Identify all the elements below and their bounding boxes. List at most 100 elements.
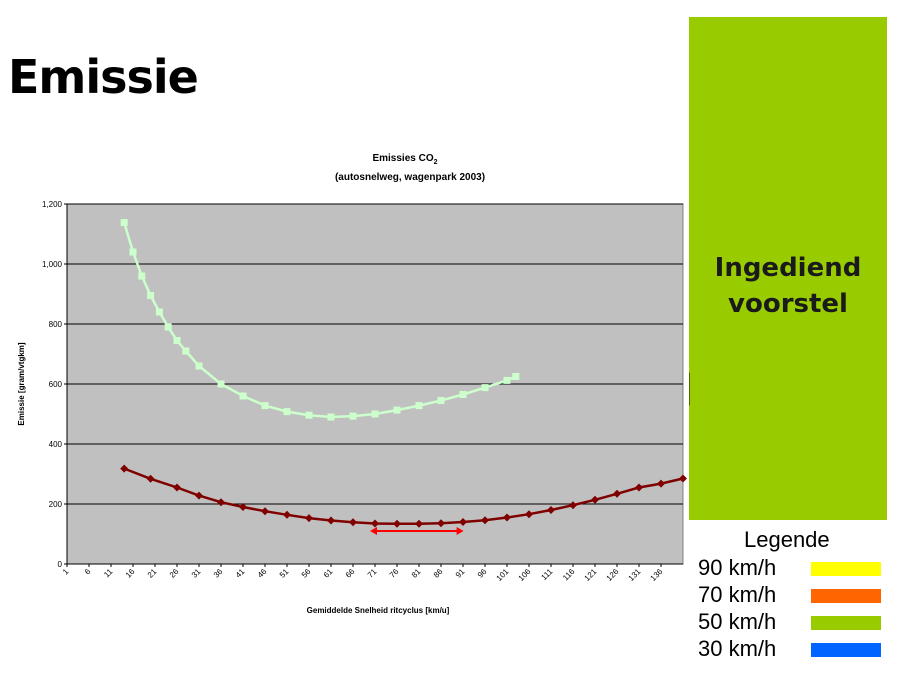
data-point xyxy=(569,501,577,510)
data-point xyxy=(283,510,291,519)
data-point xyxy=(679,474,687,483)
data-point xyxy=(371,410,379,418)
data-point xyxy=(147,292,155,299)
data-point xyxy=(481,384,489,392)
data-point xyxy=(635,483,643,492)
data-point xyxy=(591,495,599,504)
y-tick-label: 200 xyxy=(49,500,63,509)
data-point xyxy=(525,510,533,519)
data-point xyxy=(155,308,163,316)
data-point xyxy=(239,503,247,511)
proposal-label: Ingediend voorstel xyxy=(689,250,887,322)
data-point xyxy=(547,506,555,514)
y-tick-label: 0 xyxy=(58,560,63,569)
x-tick-label: 86 xyxy=(432,567,445,580)
x-tick-label: 76 xyxy=(388,567,401,580)
y-tick-label: 400 xyxy=(49,440,63,449)
speed-legend-swatch xyxy=(811,616,881,630)
data-point xyxy=(120,219,128,227)
data-point xyxy=(327,413,335,421)
x-tick-label: 41 xyxy=(234,567,247,580)
data-point xyxy=(512,373,520,380)
data-point xyxy=(503,376,511,384)
data-point xyxy=(437,397,445,404)
speed-legend-swatch xyxy=(811,562,881,576)
data-point xyxy=(437,519,445,528)
data-point xyxy=(657,479,665,488)
series-line xyxy=(123,467,684,526)
x-tick-label: 126 xyxy=(605,567,621,583)
data-point xyxy=(613,489,621,498)
speed-legend-swatch xyxy=(811,589,881,603)
x-tick-label: 21 xyxy=(146,567,159,580)
data-point xyxy=(261,402,269,410)
y-tick-label: 1,000 xyxy=(42,260,63,269)
x-tick-label: 1 xyxy=(61,567,71,577)
x-tick-label: 31 xyxy=(190,567,203,580)
x-tick-label: 91 xyxy=(454,567,467,580)
data-point xyxy=(173,337,181,344)
slide-title: Emissie xyxy=(8,50,199,104)
y-tick-label: 600 xyxy=(49,380,63,389)
x-tick-label: 101 xyxy=(495,567,511,583)
data-point xyxy=(146,474,155,483)
x-tick-label: 96 xyxy=(476,567,489,580)
data-point xyxy=(182,347,190,355)
data-point xyxy=(217,380,225,388)
data-point xyxy=(195,362,203,370)
speed-legend-item: 90 km/h xyxy=(698,555,888,581)
speed-legend: Legende 90 km/h 70 km/h 50 km/h 30 km/h xyxy=(690,527,890,667)
data-point xyxy=(459,391,467,398)
x-tick-label: 11 xyxy=(102,567,115,580)
x-tick-label: 136 xyxy=(649,567,665,583)
range-arrow-head-left xyxy=(370,527,377,535)
x-tick-label: 61 xyxy=(322,567,335,580)
x-tick-label: 116 xyxy=(561,567,577,583)
x-tick-label: 106 xyxy=(517,567,533,583)
x-axis-label: Gemiddelde Snelheid ritcyclus [km/u] xyxy=(307,606,450,615)
data-point xyxy=(283,408,291,416)
x-tick-label: 6 xyxy=(83,567,93,577)
x-tick-label: 26 xyxy=(168,567,181,580)
data-point xyxy=(305,514,313,523)
data-point xyxy=(173,483,181,492)
proposal-panel: Ingediend voorstel xyxy=(689,17,887,520)
data-point xyxy=(349,412,357,420)
x-tick-label: 51 xyxy=(278,567,291,580)
y-tick-label: 1,200 xyxy=(42,200,63,209)
data-point xyxy=(217,498,225,507)
data-point xyxy=(195,491,203,500)
speed-legend-label: 50 km/h xyxy=(698,609,777,634)
speed-legend-swatch xyxy=(811,643,881,657)
x-tick-label: 56 xyxy=(300,567,313,580)
x-tick-label: 81 xyxy=(410,567,423,580)
speed-legend-item: 70 km/h xyxy=(698,582,888,608)
speed-legend-label: 90 km/h xyxy=(698,555,777,580)
data-point xyxy=(239,392,247,400)
range-arrow-head-right xyxy=(456,527,464,535)
x-tick-label: 131 xyxy=(627,567,643,583)
chart-title-subscript: 2 xyxy=(434,159,438,166)
y-tick-label: 800 xyxy=(49,320,63,329)
data-point xyxy=(261,507,269,516)
data-point xyxy=(459,518,467,526)
proposal-label-line1: Ingediend xyxy=(714,253,862,283)
y-axis-label: Emissie [gram/vtgkm] xyxy=(17,342,26,425)
speed-legend-label: 30 km/h xyxy=(698,636,777,661)
x-tick-label: 46 xyxy=(256,567,269,580)
data-point xyxy=(393,406,401,414)
speed-legend-item: 50 km/h xyxy=(698,609,888,635)
chart-subtitle: (autosnelweg, wagenpark 2003) xyxy=(335,172,485,183)
data-point xyxy=(305,411,313,419)
chart-title: Emissies CO2 xyxy=(372,153,437,166)
data-point xyxy=(327,516,335,525)
x-tick-label: 16 xyxy=(124,567,137,580)
data-point xyxy=(371,519,379,528)
x-tick-label: 111 xyxy=(539,567,554,582)
data-point xyxy=(138,272,146,280)
speed-legend-item: 30 km/h xyxy=(698,636,888,662)
data-point xyxy=(415,519,423,528)
x-tick-label: 66 xyxy=(344,567,357,580)
proposal-label-line2: voorstel xyxy=(728,289,848,319)
